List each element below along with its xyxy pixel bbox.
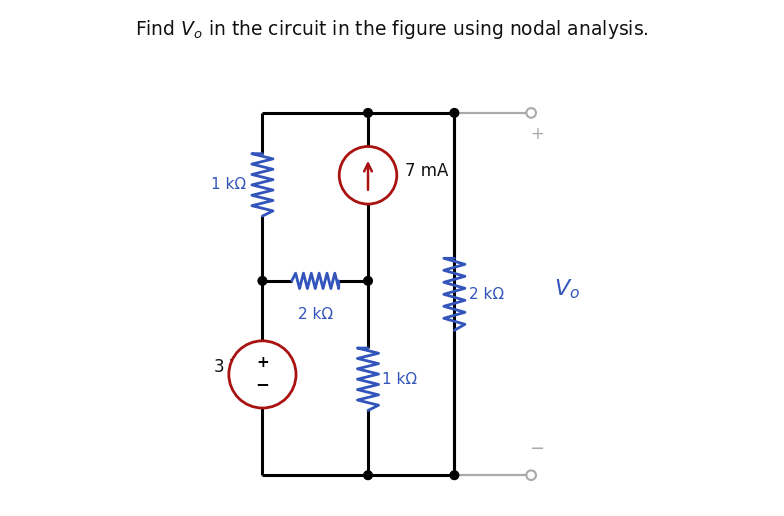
Text: 7 mA: 7 mA xyxy=(405,163,448,181)
Circle shape xyxy=(450,471,459,479)
Text: Find $V_o$ in the circuit in the figure using nodal analysis.: Find $V_o$ in the circuit in the figure … xyxy=(135,18,649,41)
Text: 2 kΩ: 2 kΩ xyxy=(298,307,332,322)
Text: 1 kΩ: 1 kΩ xyxy=(211,178,245,192)
Circle shape xyxy=(364,108,372,117)
Circle shape xyxy=(526,108,536,118)
Circle shape xyxy=(364,471,372,479)
Text: +: + xyxy=(256,356,269,370)
Circle shape xyxy=(364,277,372,285)
Text: −: − xyxy=(256,375,270,393)
Text: 2 kΩ: 2 kΩ xyxy=(469,287,504,302)
Text: −: − xyxy=(529,440,544,458)
Text: $V_o$: $V_o$ xyxy=(554,278,580,301)
Text: 3 V: 3 V xyxy=(213,358,241,376)
Circle shape xyxy=(526,471,536,480)
Circle shape xyxy=(450,108,459,117)
Text: 1 kΩ: 1 kΩ xyxy=(383,372,418,386)
Text: +: + xyxy=(530,125,544,143)
Circle shape xyxy=(258,277,267,285)
Circle shape xyxy=(339,147,397,204)
Circle shape xyxy=(229,341,296,408)
